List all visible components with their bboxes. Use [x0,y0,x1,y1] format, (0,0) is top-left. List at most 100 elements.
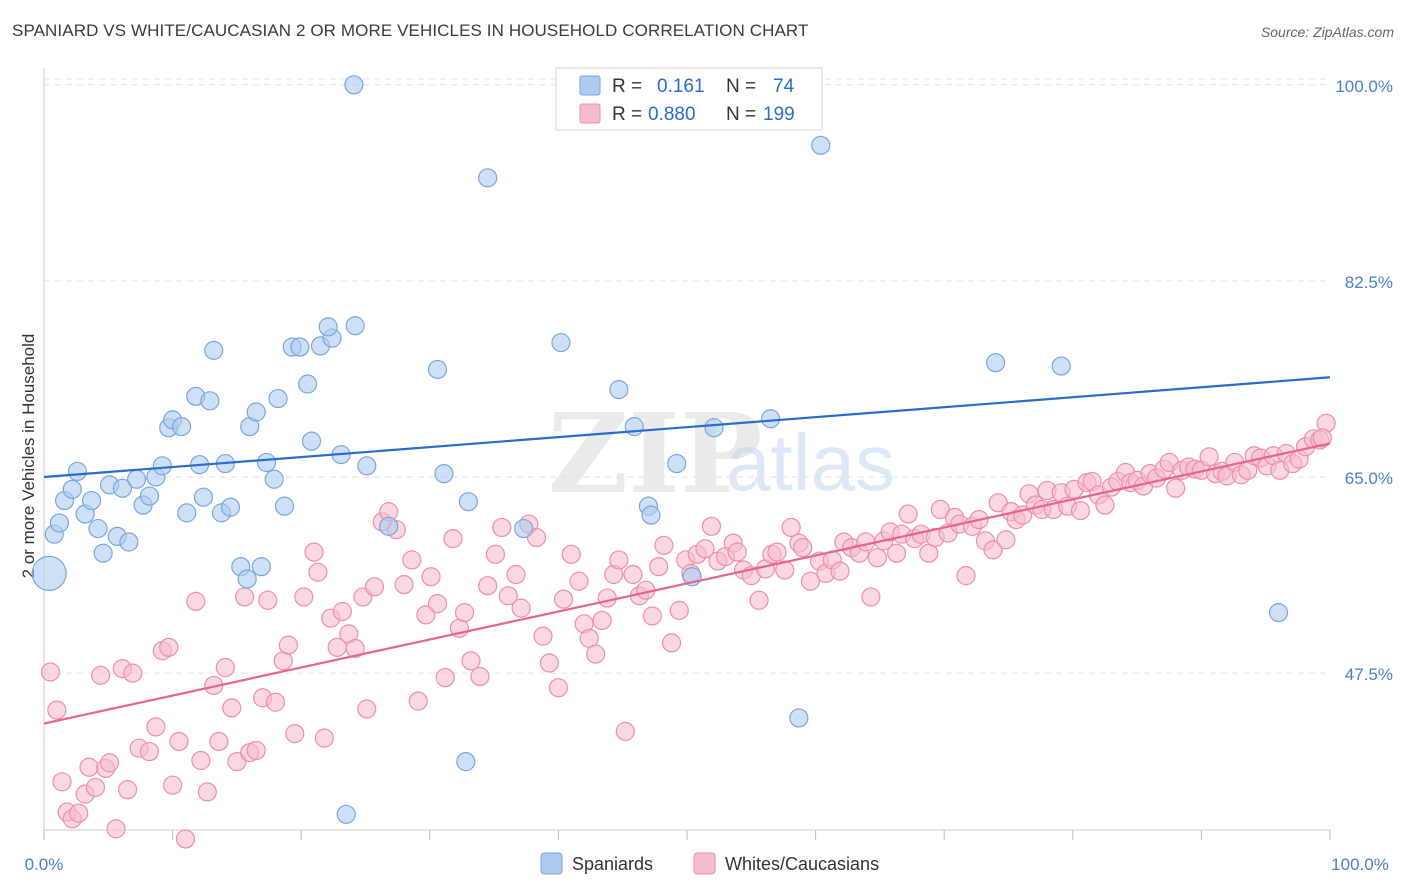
x-tick-label-0: 0.0% [25,855,64,874]
whites-point-62 [435,667,455,688]
watermark-zip: ZIP [548,389,762,518]
whites-point-113 [775,560,795,580]
spaniards-point-56 [458,492,478,512]
spaniards-point-58 [514,518,534,539]
legend-swatch-blue [579,75,601,96]
spaniards-point-13 [119,532,139,552]
whites-point-106 [727,542,747,562]
spaniards-point-70 [986,353,1006,373]
chart-source: Source: ZipAtlas.com [1260,24,1394,40]
legend-n-label-1: N = [726,104,756,125]
spaniards-point-37 [264,469,284,489]
spaniards-point-4 [62,479,82,499]
whites-point-126 [861,587,881,607]
y-tick-label-0: 47.5% [1345,665,1393,684]
spaniards-point-30 [220,497,241,517]
whites-point-81 [569,571,589,591]
whites-point-66 [461,651,481,671]
spaniards-point-46 [318,317,338,337]
spaniards-point-32 [237,569,257,589]
spaniards-point-12 [112,478,133,498]
spaniards-point-34 [246,402,266,422]
whites-point-17 [139,741,160,762]
whites-point-65 [454,603,475,623]
whites-point-163 [1095,495,1115,515]
whites-point-132 [898,504,918,524]
whites-point-94 [649,557,669,577]
whites-point-58 [408,691,428,711]
spaniards-point-14 [126,469,147,489]
spaniards-point-48 [336,804,356,824]
spaniards-point-21 [172,416,192,437]
whites-point-49 [345,638,365,659]
spaniards-point-36 [256,452,277,473]
legend-r-label-1: R = [612,104,642,125]
whites-point-69 [485,544,505,564]
spaniards-point-27 [204,340,224,360]
whites-point-102 [701,516,722,536]
spaniards-point-18 [152,456,172,476]
whites-point-61 [427,594,448,614]
watermark-atlas: atlas [726,418,895,507]
whites-point-51 [357,699,377,719]
whites-point-90 [623,564,643,585]
whites-point-70 [492,517,512,538]
whites-point-147 [996,530,1016,550]
whites-point-145 [983,540,1003,560]
whites-point-44 [314,728,334,748]
spaniards-point-38 [268,388,288,409]
whites-point-41 [294,587,314,607]
spaniards-point-22 [177,503,197,523]
bottom-legend-swatch-spaniards [540,852,563,875]
bottom-legend-spaniards: Spaniards [572,854,653,874]
whites-point-14 [117,780,138,800]
whites-point-80 [561,544,581,564]
whites-point-89 [615,721,635,741]
whites-point-30 [222,698,242,718]
whites-point-112 [767,542,787,562]
whites-point-117 [800,571,821,591]
whites-point-116 [793,538,813,558]
whites-point-28 [209,731,229,752]
whites-point-26 [197,782,217,802]
trend-line-whites [43,442,1331,725]
whites-point-114 [781,517,801,538]
y-axis-label: 2 or more Vehicles in Household [19,334,38,579]
series-whites-caucasians [40,413,1336,849]
whites-point-57 [402,550,422,570]
whites-point-97 [669,600,689,620]
trend-lines [43,376,1331,725]
whites-point-36 [258,590,278,610]
whites-point-71 [498,586,518,606]
whites-point-141 [956,566,976,586]
correlation-legend: R = 0.161 N = 74 R = 0.880 N = 199 [555,67,823,131]
spaniards-point-53 [427,359,448,380]
spaniards-point-39 [274,496,295,516]
whites-point-88 [609,550,629,570]
spaniards-point-9 [93,543,113,563]
whites-point-40 [285,724,305,744]
whites-point-37 [265,692,286,712]
whites-point-22 [169,731,189,752]
spaniards-point-52 [379,516,399,536]
whites-point-96 [661,633,682,653]
whites-point-24 [186,591,206,612]
legend-r-label-0: R = [612,76,642,97]
whites-point-198 [1312,428,1332,448]
spaniards-point-16 [139,486,160,506]
spaniards-point-72 [1268,603,1289,623]
whites-point-18 [146,717,166,737]
whites-point-39 [278,635,298,655]
whites-point-29 [215,657,235,678]
whites-point-85 [592,610,612,631]
spaniards-point-8 [88,518,108,539]
spaniards-point-5 [67,461,88,482]
whites-point-79 [553,589,574,609]
spaniards-point-68 [811,135,831,155]
whites-point-77 [539,653,559,673]
whites-point-59 [416,605,436,625]
whites-point-101 [695,539,715,559]
whites-point-12 [106,819,126,839]
whites-point-9 [90,665,111,685]
